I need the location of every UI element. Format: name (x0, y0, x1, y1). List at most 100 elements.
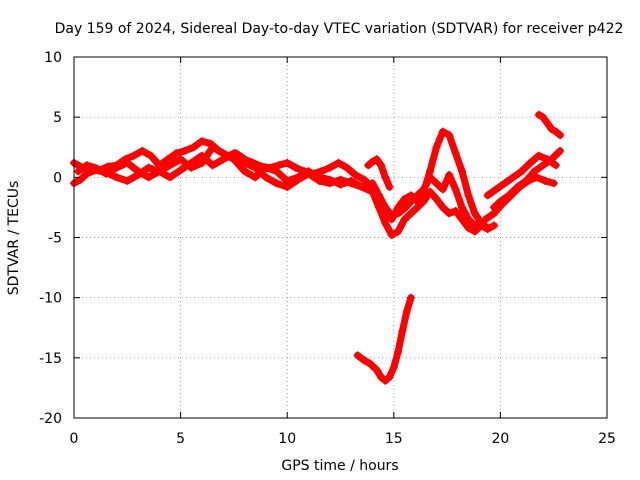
data-point (490, 209, 498, 218)
data-point (134, 167, 142, 176)
data-point (387, 231, 396, 240)
x-tick-label: 5 (176, 431, 185, 447)
data-point (509, 173, 518, 182)
series-5 (364, 155, 394, 191)
data-point (283, 158, 292, 167)
data-point (541, 176, 550, 185)
data-point (91, 163, 100, 172)
data-point (526, 158, 535, 167)
data-point (400, 215, 409, 224)
data-point (351, 170, 360, 179)
data-point (445, 209, 454, 218)
data-point (432, 179, 441, 188)
data-point (102, 169, 110, 178)
data-point (394, 209, 403, 218)
data-point (144, 173, 153, 182)
data-point (543, 155, 552, 164)
data-point (229, 155, 238, 164)
data-point (261, 163, 270, 172)
data-point (372, 155, 381, 164)
series-9 (534, 110, 565, 140)
x-tick-label: 20 (491, 431, 509, 447)
data-point (432, 143, 441, 152)
data-point (283, 176, 292, 185)
data-point (400, 195, 409, 203)
series-line (74, 143, 485, 229)
data-point (470, 209, 479, 218)
y-tick-label: 5 (53, 110, 62, 126)
data-point (398, 327, 407, 336)
data-point (197, 158, 206, 167)
data-point (451, 149, 460, 158)
data-point (402, 308, 411, 317)
data-point (317, 167, 326, 176)
data-point (426, 187, 434, 196)
data-point (413, 191, 422, 200)
data-point (394, 347, 403, 356)
data-point (82, 161, 91, 170)
data-point (76, 175, 85, 184)
data-point (385, 373, 394, 382)
data-point (219, 149, 228, 158)
series-line (354, 294, 415, 385)
data-point (419, 197, 428, 206)
data-point (534, 110, 543, 119)
y-tick-label: -20 (39, 411, 62, 427)
data-point (272, 167, 281, 176)
data-point (374, 191, 383, 200)
series-8 (481, 173, 558, 224)
data-point (406, 209, 415, 218)
series-7 (483, 151, 560, 200)
data-point (451, 207, 460, 215)
data-point (524, 176, 533, 185)
data-point (180, 146, 189, 155)
data-point (342, 163, 351, 172)
data-point (458, 203, 466, 212)
data-point (470, 221, 479, 230)
data-point (500, 179, 509, 188)
data-point (530, 167, 539, 176)
data-point (458, 167, 466, 176)
data-point (539, 161, 547, 170)
data-point (464, 215, 473, 224)
data-point (438, 185, 447, 194)
data-point (419, 185, 428, 194)
data-point (315, 173, 324, 182)
data-point (381, 203, 390, 212)
chart-title: Day 159 of 2024, Sidereal Day-to-day VTE… (55, 21, 624, 37)
data-point (464, 191, 473, 200)
x-tick-label: 10 (278, 431, 296, 447)
data-point (483, 225, 492, 234)
data-series (70, 110, 565, 385)
data-point (556, 131, 565, 140)
data-point (432, 195, 441, 203)
data-point (364, 161, 373, 170)
data-point (112, 163, 121, 172)
plot-frame (73, 56, 608, 419)
data-point (551, 161, 560, 170)
data-point (372, 365, 381, 374)
data-point (189, 143, 198, 152)
y-tick-label: -10 (39, 291, 62, 307)
data-point (490, 221, 498, 230)
data-point (394, 227, 403, 236)
y-tick-label: 10 (44, 50, 62, 66)
data-point (197, 137, 206, 146)
axis-ticks: 0 5 10 15 20 25 10 5 0 -5 -10 -15 -20 (39, 50, 616, 447)
data-point (517, 167, 526, 176)
data-point (293, 173, 302, 182)
data-point (291, 163, 300, 172)
data-point (492, 185, 501, 194)
data-point (176, 155, 185, 164)
y-tick-label: -15 (39, 351, 62, 367)
data-point (381, 376, 390, 385)
data-point (515, 183, 524, 191)
data-point (381, 173, 390, 182)
data-point (155, 167, 164, 176)
data-point (381, 219, 390, 228)
x-tick-label: 15 (385, 431, 403, 447)
data-point (353, 351, 362, 360)
data-point (534, 151, 543, 160)
data-point (400, 204, 409, 213)
data-point (165, 161, 174, 170)
